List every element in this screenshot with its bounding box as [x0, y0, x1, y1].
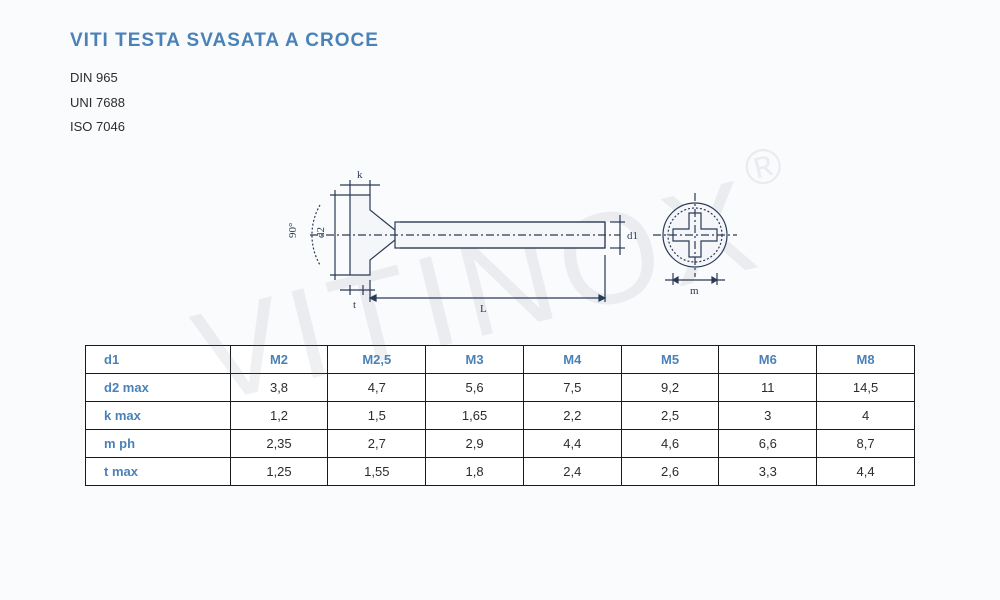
cell: 1,25	[230, 458, 328, 486]
cell: 4,4	[523, 430, 621, 458]
row-label: m ph	[86, 430, 231, 458]
svg-text:m: m	[690, 285, 699, 297]
cell: 4,6	[621, 430, 719, 458]
row-label: d2 max	[86, 374, 231, 402]
col-header: M2,5	[328, 346, 426, 374]
cell: 8,7	[817, 430, 915, 458]
cell: 2,7	[328, 430, 426, 458]
cell: 14,5	[817, 374, 915, 402]
cell: 1,65	[426, 402, 524, 430]
page-title: VITI TESTA SVASATA A CROCE	[70, 30, 930, 52]
cell: 4,4	[817, 458, 915, 486]
table-row: t max1,251,551,82,42,63,34,4	[86, 458, 915, 486]
cell: 9,2	[621, 374, 719, 402]
cell: 11	[719, 374, 817, 402]
col-header: M2	[230, 346, 328, 374]
cell: 4	[817, 402, 915, 430]
table-row: m ph2,352,72,94,44,66,68,7	[86, 430, 915, 458]
svg-text:L: L	[480, 303, 487, 315]
cell: 2,5	[621, 402, 719, 430]
cell: 1,2	[230, 402, 328, 430]
cell: 7,5	[523, 374, 621, 402]
col-header: d1	[86, 346, 231, 374]
specs-table: d1 M2 M2,5 M3 M4 M5 M6 M8 d2 max3,84,75,…	[85, 345, 915, 486]
cell: 5,6	[426, 374, 524, 402]
cell: 1,8	[426, 458, 524, 486]
svg-text:90°: 90°	[287, 223, 299, 238]
cell: 6,6	[719, 430, 817, 458]
row-label: t max	[86, 458, 231, 486]
standards-list: DIN 965 UNI 7688 ISO 7046	[70, 66, 930, 140]
col-header: M5	[621, 346, 719, 374]
col-header: M6	[719, 346, 817, 374]
table-row: d2 max3,84,75,67,59,21114,5	[86, 374, 915, 402]
cell: 2,35	[230, 430, 328, 458]
screw-drawing: k d2 90° t L d1 m	[220, 160, 780, 315]
svg-text:t: t	[353, 299, 356, 311]
cell: 2,4	[523, 458, 621, 486]
col-header: M3	[426, 346, 524, 374]
standard-item: ISO 7046	[70, 115, 930, 140]
cell: 3,8	[230, 374, 328, 402]
cell: 3	[719, 402, 817, 430]
table-header-row: d1 M2 M2,5 M3 M4 M5 M6 M8	[86, 346, 915, 374]
col-header: M8	[817, 346, 915, 374]
svg-text:d2: d2	[315, 227, 327, 238]
cell: 1,55	[328, 458, 426, 486]
svg-text:k: k	[357, 169, 363, 181]
svg-text:d1: d1	[627, 230, 638, 242]
row-label: k max	[86, 402, 231, 430]
cell: 1,5	[328, 402, 426, 430]
cell: 4,7	[328, 374, 426, 402]
technical-diagram: k d2 90° t L d1 m	[70, 160, 930, 315]
cell: 2,2	[523, 402, 621, 430]
cell: 3,3	[719, 458, 817, 486]
cell: 2,6	[621, 458, 719, 486]
standard-item: DIN 965	[70, 66, 930, 91]
standard-item: UNI 7688	[70, 91, 930, 116]
cell: 2,9	[426, 430, 524, 458]
table-row: k max1,21,51,652,22,534	[86, 402, 915, 430]
col-header: M4	[523, 346, 621, 374]
